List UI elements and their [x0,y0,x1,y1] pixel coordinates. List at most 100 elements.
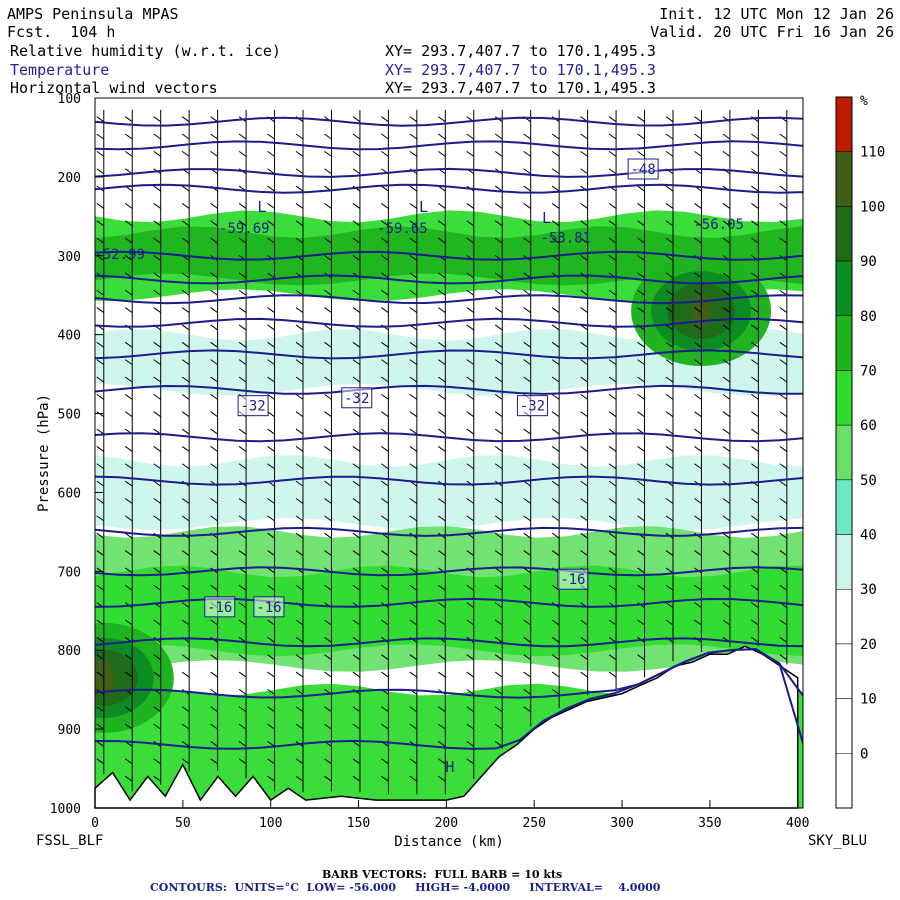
barb-flag [210,116,218,123]
barb-flag [210,393,218,400]
barb-flag [580,168,588,175]
y-tick-label: 900 [58,723,81,738]
barb-flag [210,463,218,470]
barb-flag [96,376,105,383]
barb-flag [551,393,560,400]
barb-flag [751,411,759,418]
barb-flag [181,741,190,747]
barb-flag [551,688,560,695]
barb-flag [267,498,275,504]
barb-flag [210,446,218,452]
barb-flag [580,619,588,626]
barb-flag [238,237,247,244]
colorbar-label: 110 [860,145,885,161]
barb-flag [779,168,788,175]
barb-flag [210,654,218,661]
barb-flag [153,758,161,765]
barb-flag [352,498,361,504]
barb-flag [608,411,617,418]
barb-flag [409,255,418,261]
x-tick-label: 150 [347,816,370,831]
colorbar-label: 50 [860,473,877,489]
barb-flag [466,307,475,313]
barb-flag [409,220,418,227]
barb-flag [637,619,645,626]
temperature-contour [95,384,803,395]
barb-flag [438,654,446,661]
plot-frame [94,97,804,809]
barb-flag [153,133,161,140]
barb-flag [438,498,446,504]
barb-flag [466,341,475,348]
barb-flag [551,636,560,643]
barb-flag [779,411,788,418]
barb-flag [295,203,304,209]
barb-flag [751,393,759,400]
axes: 0 50 100 150 200 250 300 350 400 100 200 300 400 500 6… [36,92,809,850]
barb-flag [466,393,475,400]
barb-flag [352,203,361,209]
barb-flag [438,463,446,470]
barb-flag [295,411,304,418]
barb-flag [324,584,332,591]
barb-flag [210,133,218,140]
barb-flag [494,688,503,695]
barb-flag [153,272,161,279]
y-tick-label: 600 [58,486,81,501]
barb-flag [352,133,361,140]
barb-flag [608,203,617,209]
y-tick-label: 700 [58,565,81,580]
barb-flag [267,428,275,435]
barb-flag [751,359,759,366]
barb-flag [409,706,418,713]
barb-flag [210,706,218,713]
barb-flag [637,480,645,487]
contour-labels: -52.99 -59.69 -59.65 -53.81 -56.05 -48 -32 -32 -… [94,158,744,776]
field-wind-name: Horizontal wind vectors [10,79,218,97]
barb-flag [438,428,446,435]
barb-flag [438,393,446,400]
barb-flag [96,203,105,209]
barb-flag [352,532,361,539]
barb-flag [694,289,702,296]
barb-flag [96,706,105,713]
barb-flag [608,584,617,591]
barb-flag [295,758,304,765]
colorbar-label: 30 [860,582,877,598]
barb-flag [324,376,332,383]
left-endpoint: FSSL_BLF [36,833,104,849]
barb-flag [295,654,304,661]
temperature-contour [95,250,803,261]
barb-flag [466,758,475,765]
barb-flag [238,428,247,435]
barb-flag [637,446,645,452]
contour-label-box [516,395,548,417]
barb-flag [494,567,503,574]
barb-flag [523,150,531,157]
barb-flag [751,376,759,383]
contour-label: -59.69 [219,221,270,237]
barb-flag [381,359,389,366]
barb-flag [153,220,161,227]
barb-flag [551,324,560,331]
barb-flag [694,220,702,227]
barb-flag [523,654,531,661]
barb-flag [551,133,560,140]
barb-flag [523,359,531,366]
barb-flag [466,428,475,435]
barb-flag [523,168,531,175]
barb-flag [238,723,247,730]
barb-flag [751,341,759,348]
barb-flag [665,393,674,400]
barb-flag [494,359,503,366]
barb-flag [551,654,560,661]
barb-flag [153,463,161,470]
barb-flag [210,758,218,765]
colorbar-label: 100 [860,199,885,215]
barb-flag [409,428,418,435]
barb-flag [551,463,560,470]
barb-flag [580,532,588,539]
temperature-contour [95,566,803,577]
barb-flag [267,515,275,522]
